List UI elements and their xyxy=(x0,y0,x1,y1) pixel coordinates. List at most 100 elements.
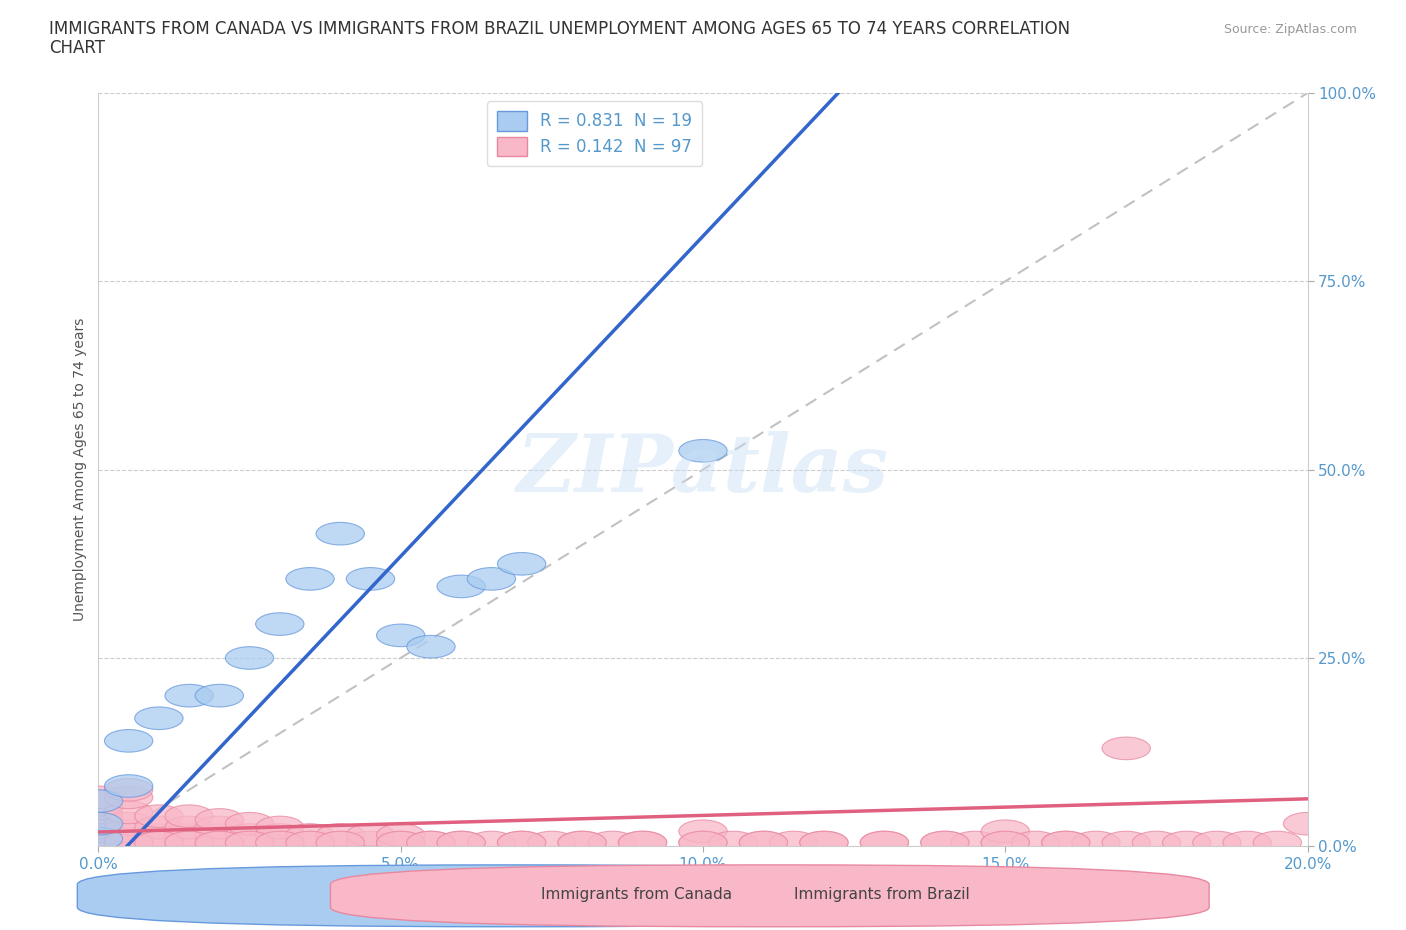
Ellipse shape xyxy=(619,831,666,854)
Ellipse shape xyxy=(1163,831,1211,854)
Ellipse shape xyxy=(316,831,364,854)
Ellipse shape xyxy=(104,820,153,843)
Ellipse shape xyxy=(860,831,908,854)
Ellipse shape xyxy=(256,817,304,839)
Ellipse shape xyxy=(498,831,546,854)
Ellipse shape xyxy=(467,831,516,854)
Text: Immigrants from Brazil: Immigrants from Brazil xyxy=(794,886,970,902)
Ellipse shape xyxy=(165,831,214,854)
Ellipse shape xyxy=(921,831,969,854)
Ellipse shape xyxy=(1132,831,1181,854)
Ellipse shape xyxy=(225,824,274,846)
Ellipse shape xyxy=(406,831,456,854)
Ellipse shape xyxy=(740,831,787,854)
Ellipse shape xyxy=(75,790,122,813)
Ellipse shape xyxy=(981,820,1029,843)
Text: IMMIGRANTS FROM CANADA VS IMMIGRANTS FROM BRAZIL UNEMPLOYMENT AMONG AGES 65 TO 7: IMMIGRANTS FROM CANADA VS IMMIGRANTS FRO… xyxy=(49,20,1070,38)
Ellipse shape xyxy=(165,684,214,707)
Ellipse shape xyxy=(346,831,395,854)
Ellipse shape xyxy=(195,809,243,831)
Ellipse shape xyxy=(588,831,637,854)
Ellipse shape xyxy=(709,831,758,854)
Ellipse shape xyxy=(437,831,485,854)
Ellipse shape xyxy=(1253,831,1302,854)
Ellipse shape xyxy=(1102,831,1150,854)
Ellipse shape xyxy=(437,575,485,598)
Ellipse shape xyxy=(981,831,1029,854)
Ellipse shape xyxy=(285,831,335,854)
Ellipse shape xyxy=(75,813,122,835)
Ellipse shape xyxy=(104,831,153,854)
Ellipse shape xyxy=(740,831,787,854)
Ellipse shape xyxy=(75,786,122,809)
Ellipse shape xyxy=(75,828,122,850)
Ellipse shape xyxy=(104,775,153,797)
Ellipse shape xyxy=(165,831,214,854)
Ellipse shape xyxy=(285,567,335,591)
Ellipse shape xyxy=(800,831,848,854)
Ellipse shape xyxy=(135,817,183,839)
Y-axis label: Unemployment Among Ages 65 to 74 years: Unemployment Among Ages 65 to 74 years xyxy=(73,318,87,621)
Ellipse shape xyxy=(981,831,1029,854)
Ellipse shape xyxy=(135,824,183,846)
Ellipse shape xyxy=(75,820,122,843)
Ellipse shape xyxy=(406,635,456,658)
Ellipse shape xyxy=(679,440,727,462)
Ellipse shape xyxy=(256,824,304,846)
Ellipse shape xyxy=(800,831,848,854)
Ellipse shape xyxy=(75,817,122,839)
Ellipse shape xyxy=(75,809,122,831)
Ellipse shape xyxy=(104,831,153,854)
Ellipse shape xyxy=(406,831,456,854)
Ellipse shape xyxy=(1223,831,1271,854)
Ellipse shape xyxy=(527,831,576,854)
Ellipse shape xyxy=(285,831,335,854)
Ellipse shape xyxy=(104,729,153,752)
Ellipse shape xyxy=(195,824,243,846)
Ellipse shape xyxy=(195,831,243,854)
Ellipse shape xyxy=(377,624,425,646)
Ellipse shape xyxy=(75,824,122,846)
Ellipse shape xyxy=(165,824,214,846)
Ellipse shape xyxy=(195,817,243,839)
Ellipse shape xyxy=(104,828,153,850)
Ellipse shape xyxy=(104,801,153,824)
Ellipse shape xyxy=(346,824,395,846)
Ellipse shape xyxy=(558,831,606,854)
Ellipse shape xyxy=(75,793,122,817)
Ellipse shape xyxy=(1102,737,1150,760)
Ellipse shape xyxy=(679,831,727,854)
Ellipse shape xyxy=(195,831,243,854)
Ellipse shape xyxy=(1011,831,1060,854)
Ellipse shape xyxy=(104,813,153,835)
Text: Source: ZipAtlas.com: Source: ZipAtlas.com xyxy=(1223,23,1357,36)
Ellipse shape xyxy=(377,824,425,846)
Ellipse shape xyxy=(1071,831,1121,854)
Ellipse shape xyxy=(921,831,969,854)
Ellipse shape xyxy=(225,831,274,854)
Ellipse shape xyxy=(75,797,122,820)
Text: Immigrants from Canada: Immigrants from Canada xyxy=(541,886,733,902)
Ellipse shape xyxy=(285,824,335,846)
Ellipse shape xyxy=(256,831,304,854)
Ellipse shape xyxy=(1042,831,1090,854)
Ellipse shape xyxy=(346,567,395,591)
Text: ZIPatlas: ZIPatlas xyxy=(517,431,889,509)
Ellipse shape xyxy=(377,831,425,854)
Ellipse shape xyxy=(165,804,214,828)
Ellipse shape xyxy=(498,831,546,854)
Ellipse shape xyxy=(256,613,304,635)
Ellipse shape xyxy=(437,831,485,854)
Ellipse shape xyxy=(75,831,122,854)
Ellipse shape xyxy=(135,804,183,828)
Ellipse shape xyxy=(467,567,516,591)
Ellipse shape xyxy=(377,831,425,854)
Text: CHART: CHART xyxy=(49,39,105,57)
Ellipse shape xyxy=(75,813,122,835)
Ellipse shape xyxy=(316,831,364,854)
Ellipse shape xyxy=(104,778,153,801)
Ellipse shape xyxy=(135,831,183,854)
Ellipse shape xyxy=(165,817,214,839)
Legend: R = 0.831  N = 19, R = 0.142  N = 97: R = 0.831 N = 19, R = 0.142 N = 97 xyxy=(486,101,702,166)
Ellipse shape xyxy=(1284,813,1331,835)
